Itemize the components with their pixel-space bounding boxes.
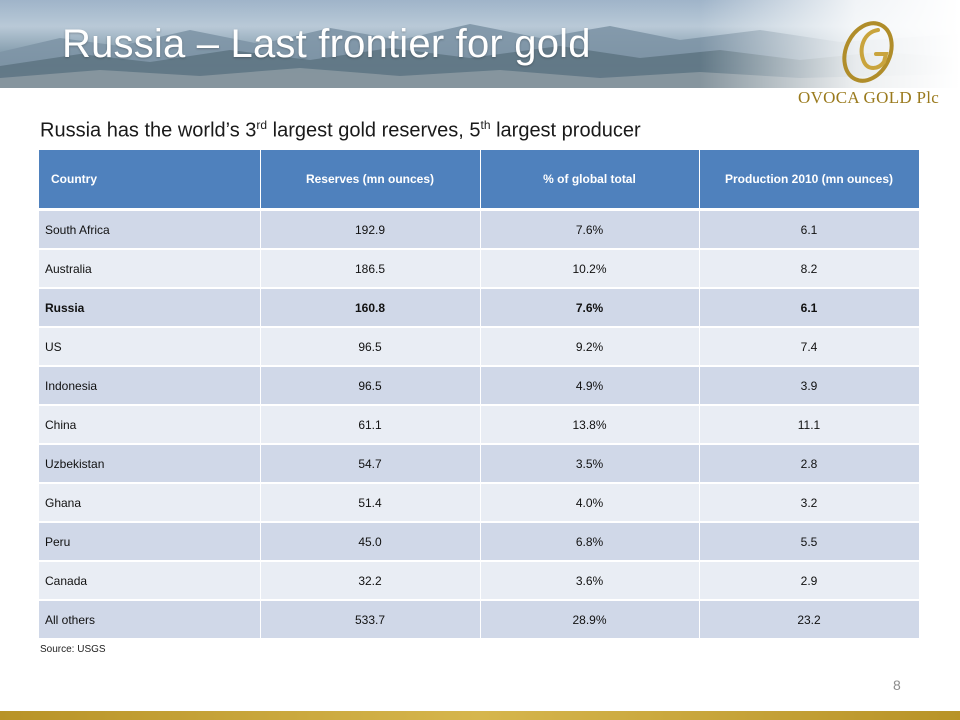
cell-global-share: 7.6%: [480, 288, 700, 328]
subtitle-text-3: largest producer: [490, 119, 641, 142]
cell-production: 23.2: [699, 600, 920, 640]
cell-production: 6.1: [699, 209, 920, 250]
table-row: China 61.1 13.8% 11.1: [39, 405, 920, 445]
subtitle-superscript-rd: rd: [256, 118, 268, 132]
table-row: Uzbekistan 54.7 3.5% 2.8: [39, 444, 920, 484]
cell-reserves: 54.7: [260, 444, 481, 484]
cell-production: 11.1: [699, 405, 920, 445]
cell-country: All others: [39, 600, 261, 640]
table-row: South Africa 192.9 7.6% 6.1: [39, 209, 920, 250]
cell-country: South Africa: [39, 209, 261, 250]
gold-reserves-table: Country Reserves (mn ounces) % of global…: [39, 150, 920, 640]
cell-global-share: 3.6%: [480, 561, 700, 601]
cell-production: 3.9: [699, 366, 920, 406]
cell-global-share: 7.6%: [480, 209, 700, 250]
cell-global-share: 6.8%: [480, 522, 700, 562]
slide-title: Russia – Last frontier for gold: [62, 22, 591, 66]
cell-country: US: [39, 327, 261, 367]
table-header-row: Country Reserves (mn ounces) % of global…: [39, 150, 920, 211]
table-row: Ghana 51.4 4.0% 3.2: [39, 483, 920, 523]
cell-country: Uzbekistan: [39, 444, 261, 484]
cell-global-share: 9.2%: [480, 327, 700, 367]
column-header-production: Production 2010 (mn ounces): [699, 150, 920, 211]
cell-global-share: 13.8%: [480, 405, 700, 445]
cell-country: Russia: [39, 288, 261, 328]
banner-fade: [700, 0, 960, 88]
cell-production: 7.4: [699, 327, 920, 367]
cell-country: Australia: [39, 249, 261, 289]
cell-reserves: 96.5: [260, 327, 481, 367]
logo-text: OVOCA GOLD Plc: [798, 88, 940, 107]
cell-reserves: 186.5: [260, 249, 481, 289]
cell-production: 2.8: [699, 444, 920, 484]
cell-global-share: 28.9%: [480, 600, 700, 640]
cell-global-share: 4.9%: [480, 366, 700, 406]
cell-production: 2.9: [699, 561, 920, 601]
table-row-highlight: Russia 160.8 7.6% 6.1: [39, 288, 920, 328]
column-header-country: Country: [39, 150, 261, 211]
table-row: Canada 32.2 3.6% 2.9: [39, 561, 920, 601]
cell-global-share: 4.0%: [480, 483, 700, 523]
source-note: Source: USGS: [40, 644, 106, 655]
cell-production: 6.1: [699, 288, 920, 328]
column-header-reserves: Reserves (mn ounces): [260, 150, 481, 211]
company-logo: OVOCA GOLD Plc: [798, 12, 958, 108]
subtitle-text-1: Russia has the world’s 3: [40, 119, 257, 142]
page-number: 8: [893, 677, 901, 693]
cell-production: 3.2: [699, 483, 920, 523]
table-row: Peru 45.0 6.8% 5.5: [39, 522, 920, 562]
footer-bar: [0, 711, 960, 720]
cell-country: Ghana: [39, 483, 261, 523]
cell-reserves: 61.1: [260, 405, 481, 445]
cell-country: Peru: [39, 522, 261, 562]
subtitle-superscript-th: th: [480, 118, 491, 132]
cell-country: Indonesia: [39, 366, 261, 406]
cell-reserves: 51.4: [260, 483, 481, 523]
table-row: All others 533.7 28.9% 23.2: [39, 600, 920, 640]
cell-reserves: 96.5: [260, 366, 481, 406]
cell-reserves: 32.2: [260, 561, 481, 601]
cell-reserves: 160.8: [260, 288, 481, 328]
slide-subtitle: Russia has the world’s 3rd largest gold …: [40, 118, 641, 143]
cell-country: China: [39, 405, 261, 445]
cell-country: Canada: [39, 561, 261, 601]
cell-production: 5.5: [699, 522, 920, 562]
cell-reserves: 45.0: [260, 522, 481, 562]
table-row: US 96.5 9.2% 7.4: [39, 327, 920, 367]
table-row: Australia 186.5 10.2% 8.2: [39, 249, 920, 289]
cell-global-share: 3.5%: [480, 444, 700, 484]
subtitle-text-2: largest gold reserves, 5: [267, 119, 481, 142]
cell-production: 8.2: [699, 249, 920, 289]
cell-global-share: 10.2%: [480, 249, 700, 289]
cell-reserves: 192.9: [260, 209, 481, 250]
ovoca-gold-logo-mark: [842, 21, 894, 83]
column-header-global-share: % of global total: [480, 150, 700, 211]
table-row: Indonesia 96.5 4.9% 3.9: [39, 366, 920, 406]
cell-reserves: 533.7: [260, 600, 481, 640]
header-banner: [0, 0, 960, 88]
